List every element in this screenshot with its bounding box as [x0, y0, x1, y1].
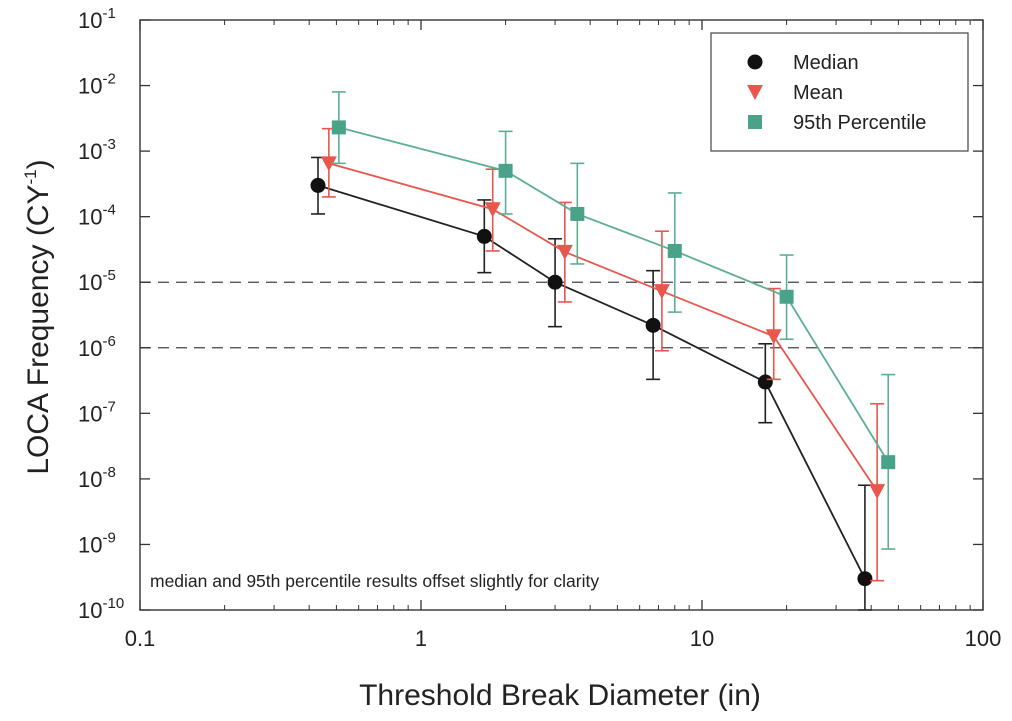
legend-label: Median [793, 52, 859, 74]
y-tick-base: 10 [78, 336, 102, 361]
y-tick-exponent: -3 [102, 136, 115, 153]
legend-marker [748, 115, 762, 129]
y-axis-title-main: LOCA Frequency (CY [22, 185, 55, 475]
legend-label: 95th Percentile [793, 112, 926, 134]
y-tick-base: 10 [78, 467, 102, 492]
x-axis-title: Threshold Break Diameter (in) [359, 679, 761, 712]
y-tick-base: 10 [78, 74, 102, 99]
y-axis-title-sup: -1 [21, 169, 40, 184]
chart-annotation: median and 95th percentile results offse… [150, 571, 599, 591]
y-tick-exponent: -9 [102, 529, 115, 546]
legend-label: Mean [793, 82, 843, 104]
y-tick-exponent: -1 [102, 5, 115, 22]
data-point [570, 207, 584, 221]
data-point [668, 244, 682, 258]
x-tick-label: 100 [965, 626, 1002, 651]
y-tick-exponent: -5 [102, 267, 115, 284]
data-point [758, 375, 773, 390]
y-tick-base: 10 [78, 8, 102, 33]
y-tick-exponent: -4 [102, 202, 115, 219]
y-tick-base: 10 [78, 205, 102, 230]
y-tick-base: 10 [78, 139, 102, 164]
y-tick-exponent: -8 [102, 464, 115, 481]
y-tick-exponent: -10 [102, 595, 124, 612]
x-tick-label: 1 [415, 626, 427, 651]
y-tick-base: 10 [78, 270, 102, 295]
data-point [499, 164, 513, 178]
y-tick-exponent: -2 [102, 71, 115, 88]
data-point [332, 120, 346, 134]
y-tick-exponent: -7 [102, 398, 115, 415]
data-point [780, 290, 794, 304]
data-point [881, 455, 895, 469]
legend-marker [748, 55, 763, 70]
x-tick-label: 0.1 [125, 626, 156, 651]
y-tick-exponent: -6 [102, 333, 115, 350]
data-point [477, 229, 492, 244]
y-axis-title: LOCA Frequency (CY-1) [21, 159, 55, 474]
y-tick-base: 10 [78, 598, 102, 623]
y-axis-title-close: ) [22, 159, 55, 169]
y-tick-base: 10 [78, 401, 102, 426]
data-point [548, 275, 563, 290]
data-point [311, 178, 326, 193]
data-point [857, 571, 872, 586]
legend: Median Mean 95th Percentile [711, 33, 968, 151]
x-tick-label: 10 [690, 626, 714, 651]
y-tick-base: 10 [78, 532, 102, 557]
data-point [646, 318, 661, 333]
